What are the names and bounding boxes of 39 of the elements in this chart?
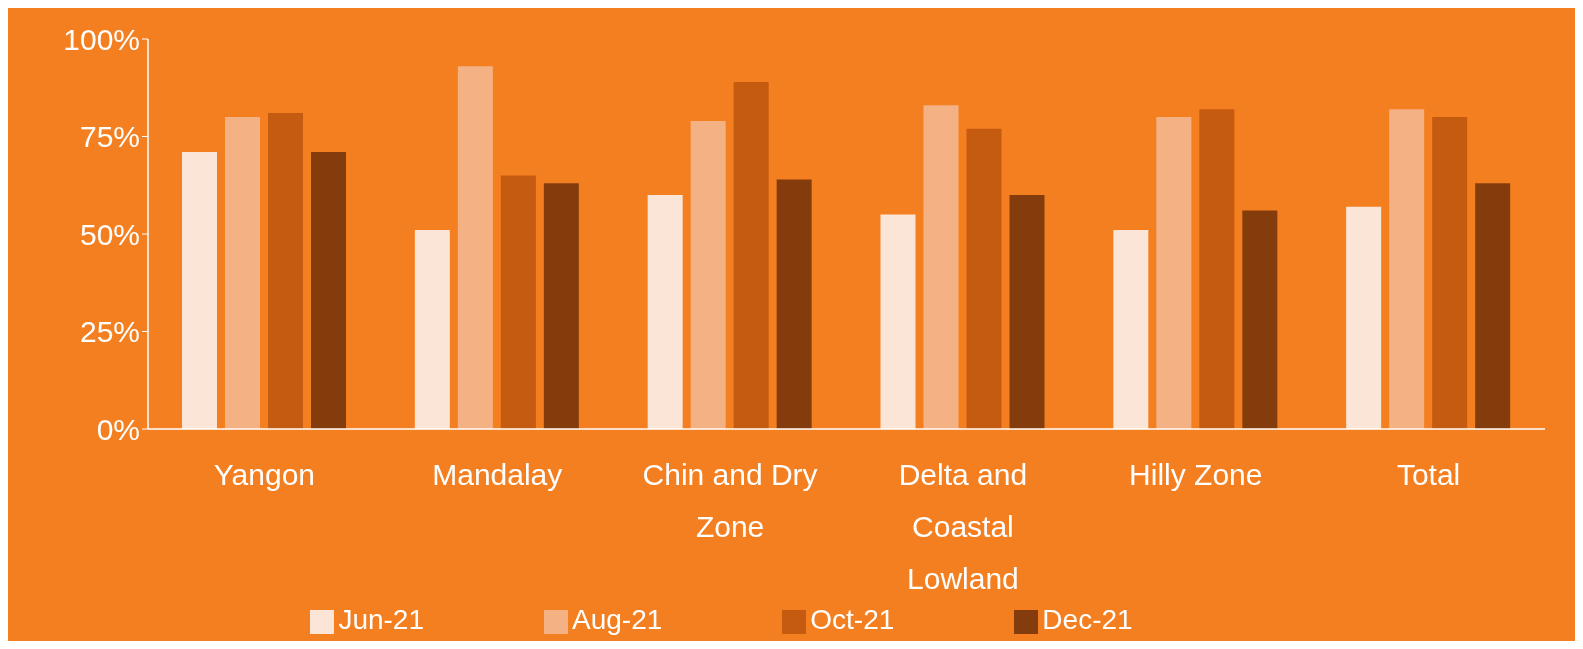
- bar: [647, 195, 683, 429]
- bar: [776, 179, 812, 429]
- y-tick-label: 0%: [96, 412, 140, 446]
- bar: [923, 105, 959, 429]
- x-tick-label: Mandalay: [432, 458, 563, 491]
- bar: [1242, 210, 1278, 429]
- y-tick-label: 25%: [79, 315, 140, 349]
- bar: [311, 152, 346, 429]
- bar: [1389, 109, 1425, 429]
- bar: [543, 183, 579, 429]
- bar: [500, 175, 536, 429]
- bar: [182, 152, 217, 429]
- bar: [1009, 195, 1045, 429]
- x-tick-label: Delta and Coastal Lowland: [898, 458, 1028, 595]
- y-tick-label: 50%: [79, 217, 140, 251]
- bar: [1475, 183, 1511, 429]
- bar: [966, 128, 1002, 429]
- bar: [1113, 230, 1149, 429]
- y-tick-label: 100%: [63, 22, 140, 56]
- bar: [457, 66, 493, 429]
- y-tick-label: 75%: [79, 120, 140, 154]
- x-tick-label: Yangon: [213, 458, 316, 491]
- bar: [268, 113, 303, 429]
- bar: [1346, 206, 1382, 429]
- legend-label: Oct-21: [810, 604, 895, 635]
- legend-label: Jun-21: [338, 604, 425, 635]
- bar: [1199, 109, 1235, 429]
- bar: [1156, 117, 1192, 429]
- bar: [414, 230, 450, 429]
- bar: [880, 214, 916, 429]
- bar: [690, 120, 726, 429]
- bar: [733, 81, 769, 429]
- legend-label: Dec-21: [1042, 604, 1133, 635]
- x-tick-label: Hilly Zone: [1129, 458, 1263, 491]
- legend-label: Aug-21: [572, 604, 663, 635]
- bar: [225, 117, 260, 429]
- x-tick-label: Total: [1396, 458, 1461, 491]
- x-tick-label: Chin and Dry Zone: [642, 458, 818, 543]
- bar: [1432, 117, 1468, 429]
